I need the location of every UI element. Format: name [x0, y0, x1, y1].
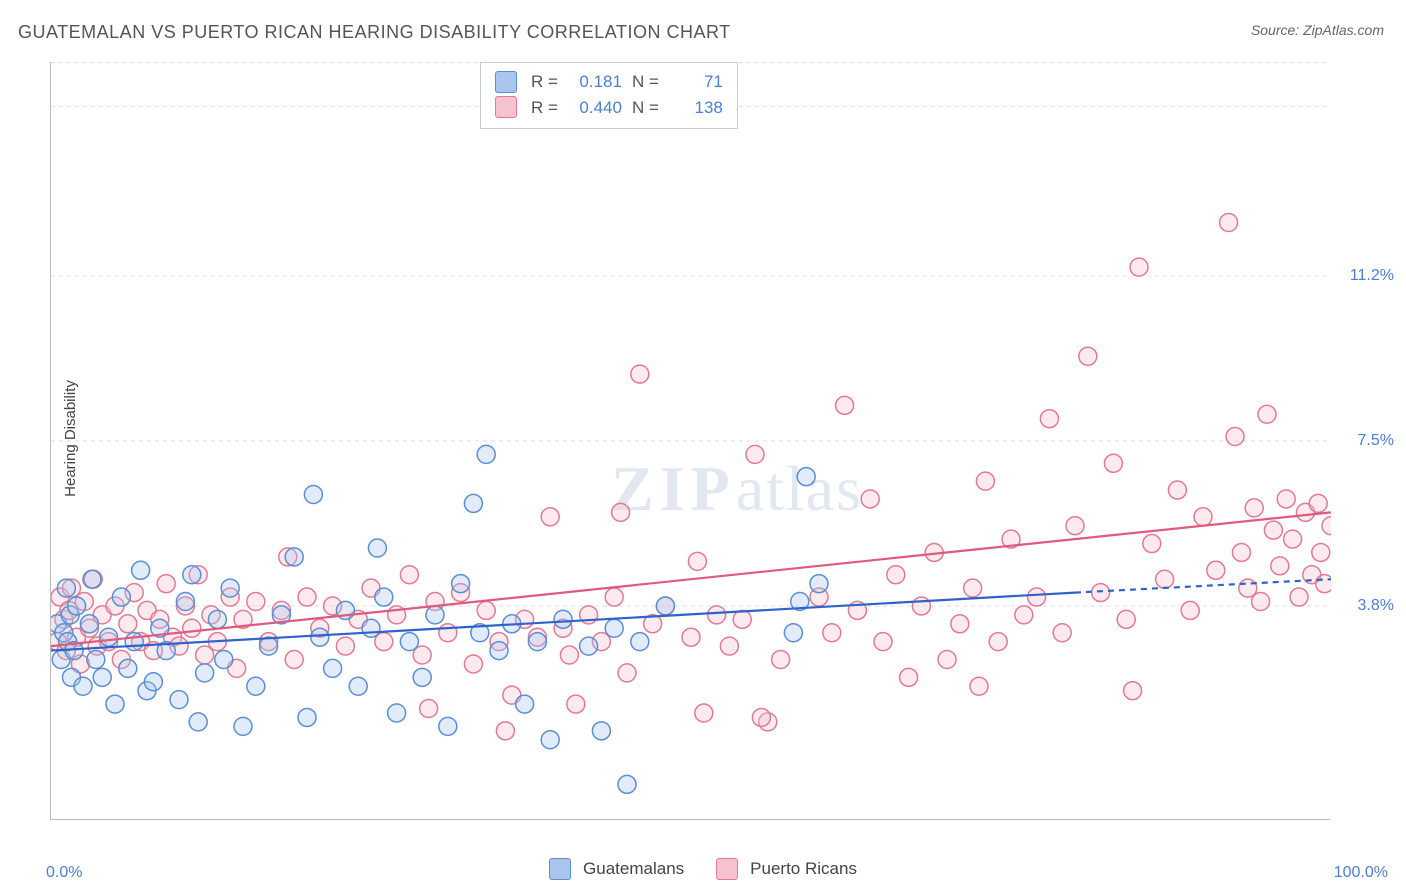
- legend-label-guatemalans: Guatemalans: [583, 859, 684, 879]
- legend-item-guatemalans: Guatemalans: [549, 858, 684, 880]
- y-tick-7.5: 7.5%: [1358, 432, 1394, 450]
- x-tick-0: 0.0%: [46, 864, 82, 882]
- bottom-legend: Guatemalans Puerto Ricans: [549, 858, 857, 880]
- y-tick-3.8: 3.8%: [1358, 597, 1394, 615]
- swatch-puerto-ricans-icon: [716, 858, 738, 880]
- stats-row-2: R = 0.440 N = 138: [495, 95, 723, 121]
- legend-label-puerto-ricans: Puerto Ricans: [750, 859, 857, 879]
- swatch-guatemalans-icon: [549, 858, 571, 880]
- chart-title: GUATEMALAN VS PUERTO RICAN HEARING DISAB…: [18, 22, 731, 43]
- chart-container: GUATEMALAN VS PUERTO RICAN HEARING DISAB…: [0, 0, 1406, 892]
- swatch-puerto-ricans: [495, 96, 517, 118]
- x-tick-100: 100.0%: [1334, 864, 1388, 882]
- y-tick-11.2: 11.2%: [1350, 267, 1394, 285]
- swatch-guatemalans: [495, 71, 517, 93]
- legend-item-puerto-ricans: Puerto Ricans: [716, 858, 857, 880]
- chart-source: Source: ZipAtlas.com: [1251, 22, 1384, 38]
- stats-row-1: R = 0.181 N = 71: [495, 69, 723, 95]
- plot-area: ZIPatlas: [50, 62, 1330, 820]
- plot-svg: [51, 62, 1331, 820]
- stats-legend-box: R = 0.181 N = 71 R = 0.440 N = 138: [480, 62, 738, 129]
